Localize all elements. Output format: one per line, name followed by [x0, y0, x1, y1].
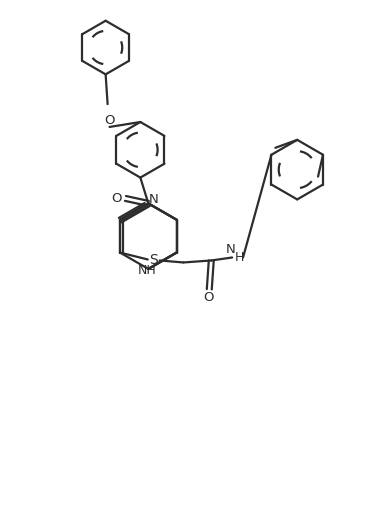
- Text: NH: NH: [138, 264, 157, 278]
- Text: S: S: [149, 253, 158, 267]
- Text: N: N: [226, 243, 236, 256]
- Text: O: O: [104, 114, 115, 126]
- Text: H: H: [234, 251, 244, 264]
- Text: N: N: [149, 193, 158, 207]
- Text: O: O: [203, 291, 213, 304]
- Text: O: O: [111, 192, 122, 205]
